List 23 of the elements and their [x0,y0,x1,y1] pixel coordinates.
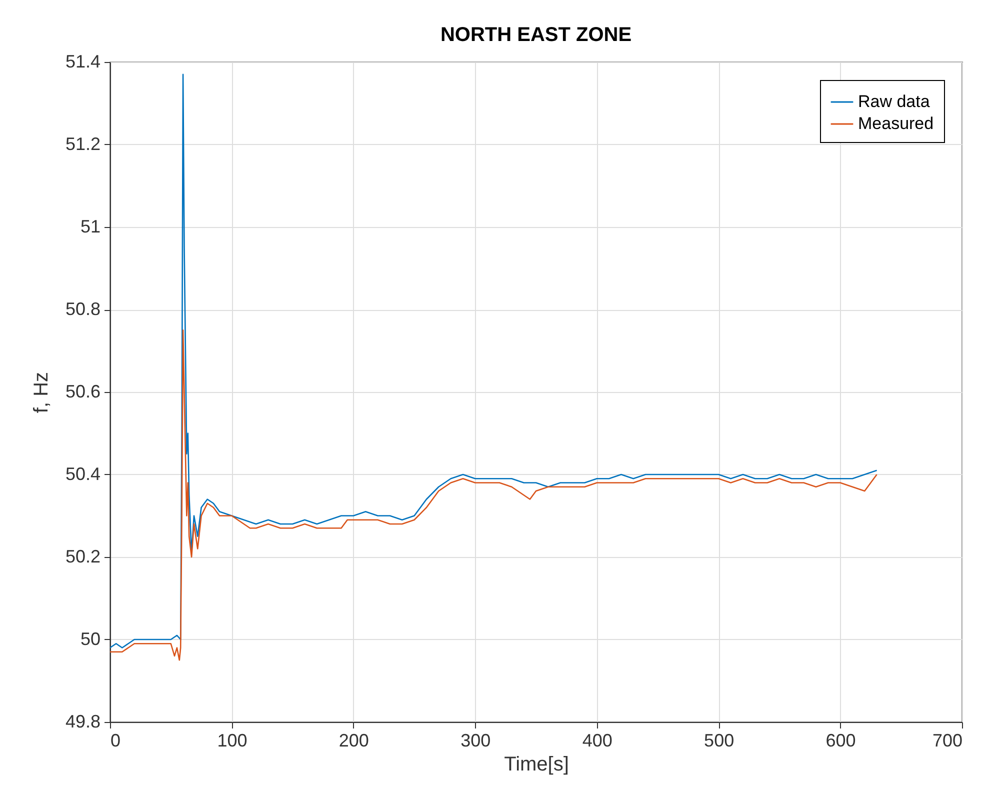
y-tick-label: 50 [80,629,100,649]
legend-label: Raw data [858,92,930,111]
x-tick-label: 200 [338,730,369,750]
y-tick-label: 50.4 [65,464,100,484]
line-series [110,329,878,661]
y-tick-label: 51.2 [65,134,100,154]
y-tick-label: 51 [80,216,100,236]
y-tick-label: 50.6 [65,382,100,402]
y-tick-label: 50.8 [65,299,100,319]
x-tick-label: 0 [110,730,121,750]
x-axis-title: Time[s] [504,754,569,776]
y-tick-label: 51.4 [65,52,100,72]
x-tick-label: 500 [704,730,734,750]
x-tick-label: 600 [826,730,856,750]
y-axis-title: f, Hz [30,372,52,414]
legend-label: Measured [858,114,934,133]
x-tick-label: 300 [460,730,491,750]
y-tick-label: 49.8 [65,712,100,732]
y-tick-label: 50.2 [65,546,100,566]
x-tick-label: 400 [582,730,612,750]
chart-title: NORTH EAST ZONE [440,24,632,46]
x-tick-label: 700 [932,730,962,750]
x-tick-label: 100 [217,730,248,750]
